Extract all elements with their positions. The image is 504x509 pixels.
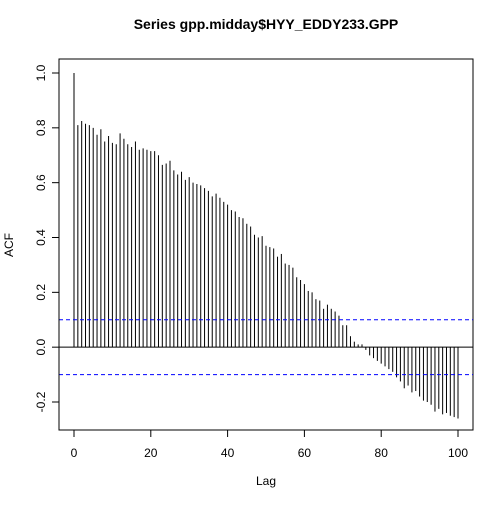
x-tick-label-80: 80 (375, 446, 389, 460)
x-tick-label-60: 60 (298, 446, 312, 460)
y-tick-label-6: 1.0 (34, 64, 48, 81)
x-axis: 0 20 40 60 80 100 (71, 429, 468, 460)
x-axis-label: Lag (256, 474, 276, 488)
y-tick-label-5: 0.8 (34, 119, 48, 136)
y-axis: -0.2 0.0 0.2 0.4 0.6 0.8 1.0 (34, 64, 60, 412)
x-tick-label-40: 40 (221, 446, 235, 460)
y-tick-label-1: 0.0 (34, 339, 48, 356)
y-tick-label-2: 0.2 (34, 284, 48, 301)
confidence-lines (59, 319, 473, 376)
y-axis-label: ACF (2, 233, 16, 257)
y-tick-label-3: 0.4 (34, 229, 48, 246)
y-tick-label-4: 0.6 (34, 174, 48, 191)
x-tick-label-0: 0 (71, 446, 78, 460)
acf-bars (59, 73, 473, 419)
chart-title: Series gpp.midday$HYY_EDDY233.GPP (134, 16, 399, 32)
y-tick-label-0: -0.2 (34, 391, 48, 412)
x-tick-label-20: 20 (144, 446, 158, 460)
x-tick-label-100: 100 (448, 446, 468, 460)
